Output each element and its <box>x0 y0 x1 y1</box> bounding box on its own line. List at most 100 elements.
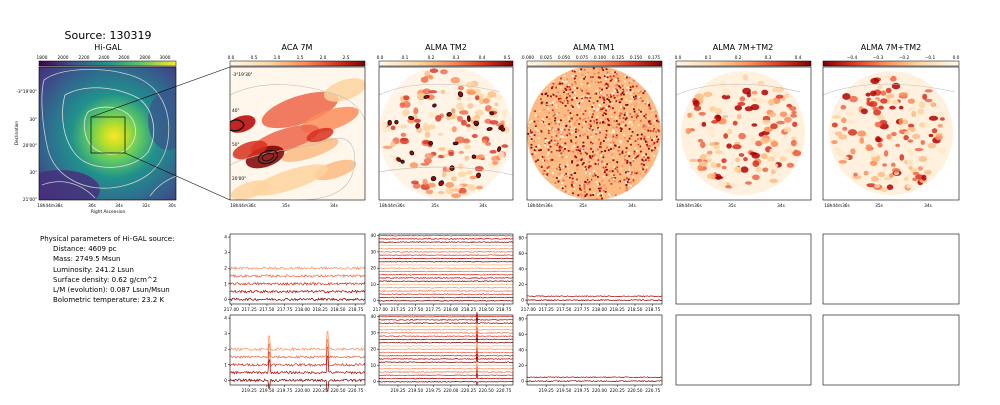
alma-tm1-noise-pixel <box>625 98 628 101</box>
alma-7m-tm2-residual-emission-blob <box>889 105 896 110</box>
alma-tm1-noise-pixel <box>563 157 565 160</box>
y-tick-label: 20'00" <box>23 143 37 149</box>
alma-tm1-noise-pixel <box>538 146 541 148</box>
alma-tm1-noise-pixel <box>631 116 633 118</box>
alma-tm2-core-contour <box>467 115 471 122</box>
alma-tm1-noise-pixel <box>567 101 569 104</box>
alma-tm1-noise-pixel <box>636 89 639 92</box>
alma-tm1-noise-pixel <box>632 181 635 183</box>
alma-tm1-noise-pixel <box>587 166 590 169</box>
alma-tm1-noise-pixel <box>592 178 594 181</box>
alma-tm1-noise-pixel <box>545 120 548 123</box>
alma-tm1-noise-pixel <box>640 163 643 165</box>
alma-tm1-noise-pixel <box>551 85 554 88</box>
alma-tm1-noise-pixel <box>643 135 646 138</box>
alma-tm1-noise-pixel <box>612 71 615 74</box>
alma-tm1-noise-pixel <box>638 96 641 98</box>
spectrum-line <box>378 244 513 247</box>
alma-tm1-noise-pixel <box>635 150 638 152</box>
alma-tm1-noise-pixel <box>550 95 552 98</box>
alma-tm2-core-contour <box>446 111 452 117</box>
alma-tm1-noise-pixel <box>615 174 617 176</box>
alma-7m-tm2-emission-blob <box>751 90 758 95</box>
alma-tm1-noise-pixel <box>550 158 553 161</box>
cbar-tick: 0.1 <box>705 55 712 61</box>
alma-tm2-core-contour <box>423 94 430 99</box>
y-tick-label: 30" <box>30 170 37 176</box>
alma-tm1-noise-pixel <box>578 162 581 165</box>
alma-tm1-noise-pixel <box>623 137 626 139</box>
alma-tm1-noise-pixel <box>644 156 647 158</box>
alma-tm1-noise-pixel <box>561 156 564 159</box>
alma-tm1-noise-pixel <box>615 134 618 137</box>
alma-tm1-noise-pixel <box>627 161 630 163</box>
alma-tm1-noise-pixel <box>540 98 542 101</box>
alma-tm1-noise-pixel <box>538 149 541 152</box>
alma-tm1-noise-pixel <box>560 119 562 122</box>
spectrum-line <box>229 346 366 367</box>
alma-7m-tm2-emission-blob <box>745 181 752 185</box>
alma-tm1-noise-pixel <box>536 159 539 161</box>
alma-tm1-noise-pixel <box>652 130 655 132</box>
alma-tm1-noise-pixel <box>608 170 611 173</box>
y-tick-label: 40 <box>371 233 377 239</box>
alma-tm1-noise-pixel <box>642 109 645 112</box>
alma-tm1-noise-pixel <box>631 96 633 99</box>
alma-tm1-noise-pixel <box>627 170 630 173</box>
alma-tm2-emission-blob <box>477 154 485 160</box>
alma-tm1-noise-pixel <box>585 150 588 153</box>
alma-tm1-noise-pixel <box>565 175 568 178</box>
alma-7m-tm2-emission-blob <box>710 162 718 169</box>
alma-tm1-noise-pixel <box>626 161 628 164</box>
alma-7m-tm2-residual-emission-blob <box>921 174 927 181</box>
alma-tm2-emission-blob <box>424 131 431 138</box>
alma-tm1-noise-pixel <box>591 140 594 143</box>
alma-tm1-noise-pixel <box>554 103 557 106</box>
alma-7m-tm2-residual-emission-blob <box>920 140 926 145</box>
alma-7m-tm2-residual-x-ticks: 18h44m36s 35s 34s <box>824 203 932 209</box>
aca7m-emission-blob <box>281 138 339 162</box>
alma-tm2-emission-blob <box>424 153 434 159</box>
alma-tm1-noise-pixel <box>617 80 620 82</box>
alma-tm1-noise-pixel <box>651 149 653 152</box>
panel-title-alma-7m-tm2: ALMA 7M+TM2 <box>713 43 773 52</box>
alma-tm1-noise-pixel <box>610 182 613 185</box>
alma-tm1-noise-pixel <box>636 134 639 136</box>
alma-tm1-noise-pixel <box>602 175 605 178</box>
x-tick-label: 35s <box>875 203 883 209</box>
alma-tm1-noise-pixel <box>608 162 611 165</box>
alma-tm1-noise-pixel <box>628 165 631 167</box>
alma-tm1-noise-pixel <box>561 174 563 177</box>
alma-tm1-noise-pixel <box>556 86 559 89</box>
alma-tm1-noise-pixel <box>611 102 614 105</box>
alma-tm1-noise-pixel <box>652 116 655 119</box>
alma-tm1-noise-pixel <box>580 83 583 86</box>
alma-tm1-noise-pixel <box>632 179 635 182</box>
alma-tm1-noise-pixel <box>611 175 614 178</box>
alma-7m-tm2-emission-blob <box>737 101 746 106</box>
alma-tm1-noise-pixel <box>636 109 639 112</box>
alma-tm1-noise-pixel <box>588 92 590 95</box>
alma-tm2-emission-blob <box>428 90 438 94</box>
alma-tm1-noise-pixel <box>598 179 601 182</box>
alma-7m-tm2-emission-blob <box>769 148 775 154</box>
alma-tm1-noise-pixel <box>623 93 625 96</box>
alma-tm1-noise-pixel <box>638 105 640 107</box>
alma-tm1-noise-pixel <box>614 84 617 87</box>
higal-map <box>39 67 176 200</box>
alma-tm1-noise-pixel <box>640 152 643 155</box>
alma-tm1-noise-pixel <box>610 74 613 77</box>
alma-tm1-noise-pixel <box>559 97 562 100</box>
alma-tm1-noise-pixel <box>625 117 628 120</box>
alma-tm1-noise-pixel <box>582 95 585 98</box>
alma-tm1-noise-pixel <box>629 89 632 91</box>
alma-tm1-noise-pixel <box>583 68 586 71</box>
alma-7m-tm2-x-ticks: 18h44m36s 35s 34s <box>676 203 785 209</box>
alma-tm1-noise-pixel <box>559 130 561 133</box>
alma-tm1-noise-pixel <box>589 155 591 157</box>
spectrum-line <box>378 324 513 331</box>
alma-7m-tm2-emission-blob <box>707 173 716 180</box>
alma-tm1-noise-pixel <box>637 143 640 146</box>
